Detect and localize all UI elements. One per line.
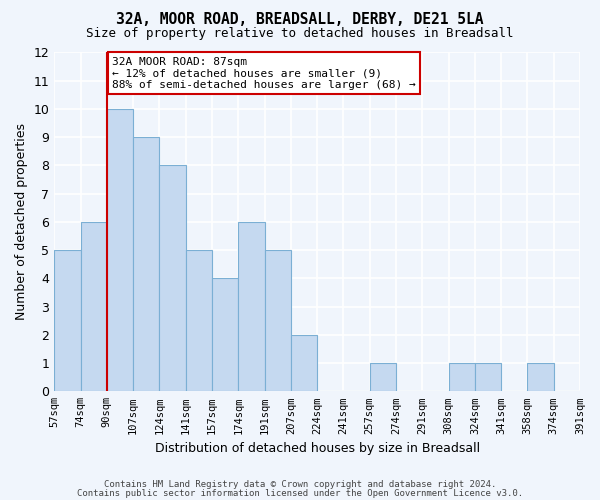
Bar bbox=[265, 250, 291, 392]
Bar bbox=[160, 166, 186, 392]
Bar bbox=[80, 222, 107, 392]
Bar bbox=[475, 363, 501, 392]
Bar bbox=[133, 137, 160, 392]
Text: Contains HM Land Registry data © Crown copyright and database right 2024.: Contains HM Land Registry data © Crown c… bbox=[104, 480, 496, 489]
Bar bbox=[107, 109, 133, 392]
Bar bbox=[212, 278, 238, 392]
X-axis label: Distribution of detached houses by size in Breadsall: Distribution of detached houses by size … bbox=[155, 442, 480, 455]
Text: Size of property relative to detached houses in Breadsall: Size of property relative to detached ho… bbox=[86, 28, 514, 40]
Bar bbox=[370, 363, 396, 392]
Bar bbox=[54, 250, 80, 392]
Text: 32A, MOOR ROAD, BREADSALL, DERBY, DE21 5LA: 32A, MOOR ROAD, BREADSALL, DERBY, DE21 5… bbox=[116, 12, 484, 28]
Bar bbox=[449, 363, 475, 392]
Bar bbox=[527, 363, 554, 392]
Text: Contains public sector information licensed under the Open Government Licence v3: Contains public sector information licen… bbox=[77, 488, 523, 498]
Y-axis label: Number of detached properties: Number of detached properties bbox=[15, 124, 28, 320]
Bar bbox=[238, 222, 265, 392]
Text: 32A MOOR ROAD: 87sqm
← 12% of detached houses are smaller (9)
88% of semi-detach: 32A MOOR ROAD: 87sqm ← 12% of detached h… bbox=[112, 56, 416, 90]
Bar bbox=[186, 250, 212, 392]
Bar bbox=[291, 335, 317, 392]
